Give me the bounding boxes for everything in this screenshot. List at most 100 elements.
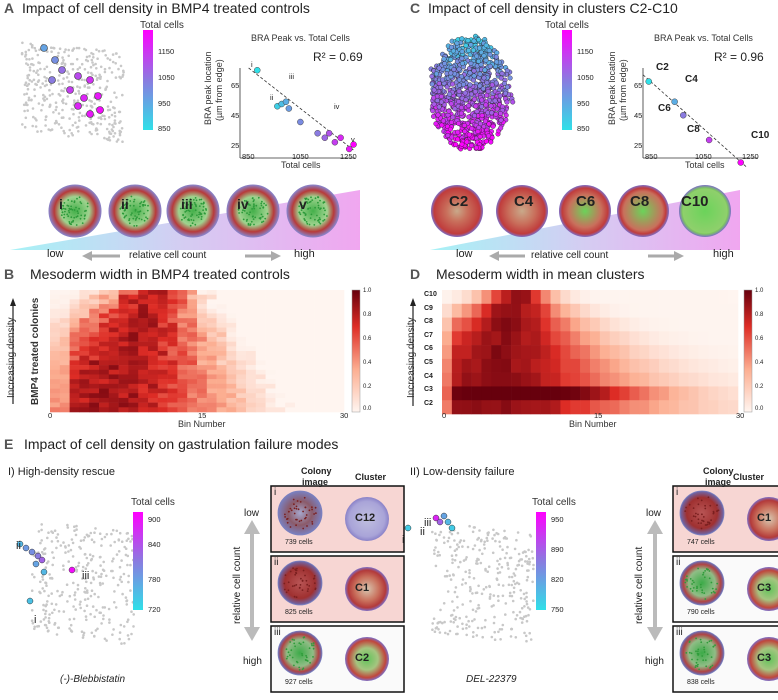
panel-b-ctick: 0.2	[363, 384, 372, 390]
tsne-point	[512, 572, 516, 575]
tsne-point	[55, 121, 58, 124]
tsne-point	[431, 530, 434, 534]
tsne-point	[23, 93, 26, 96]
heatmap-cell	[206, 402, 217, 408]
tsne-point	[523, 615, 526, 618]
heatmap-cell	[187, 332, 198, 338]
tsne-point	[99, 575, 103, 579]
heatmap-cell	[236, 308, 247, 314]
tsne-point	[103, 637, 107, 641]
tsne-point	[62, 58, 65, 62]
tsne-point	[116, 583, 120, 587]
tsne-point	[451, 67, 457, 73]
heatmap-cell	[275, 383, 286, 389]
heatmap-cell	[69, 388, 80, 394]
heatmap-cell	[295, 332, 306, 338]
heatmap-cell	[481, 303, 492, 318]
heatmap-cell	[99, 294, 110, 300]
heatmap-cell	[69, 327, 80, 333]
colony-speckle	[138, 217, 141, 220]
panel-b-xlabel: Bin Number	[178, 419, 226, 429]
heatmap-cell	[295, 327, 306, 333]
heatmap-cell	[324, 327, 335, 333]
colony-image	[286, 184, 340, 238]
heatmap-cell	[560, 372, 571, 387]
colony-speckle	[306, 590, 309, 592]
heatmap-cell	[451, 317, 463, 332]
heatmap-cell	[226, 336, 237, 342]
tsne-point	[493, 80, 499, 86]
colony-speckle	[134, 215, 137, 217]
colony-speckle	[314, 197, 317, 200]
e1-col1: Colony	[301, 466, 332, 476]
heatmap-cell	[108, 351, 119, 356]
heatmap-cell	[649, 303, 660, 318]
colony-speckle	[78, 196, 81, 199]
colony-speckle	[688, 641, 691, 643]
tsne-point	[85, 55, 89, 59]
heatmap-cell	[79, 346, 90, 352]
heatmap-cell	[295, 341, 306, 347]
tsne-point	[468, 575, 471, 579]
colony-speckle	[314, 206, 316, 209]
heatmap-cell	[324, 318, 335, 324]
tsne-point	[72, 112, 75, 116]
colony-speckle	[70, 216, 73, 219]
heatmap-cell	[206, 336, 217, 342]
colony-speckle	[291, 585, 294, 588]
tsne-point	[497, 93, 503, 99]
heatmap-cell	[50, 294, 61, 300]
tsne-point	[514, 636, 518, 639]
tsne-point	[44, 609, 48, 613]
heatmap-cell	[511, 345, 522, 360]
tsne-point	[75, 528, 78, 531]
colony-speckle	[701, 513, 703, 516]
heatmap-cell	[530, 317, 541, 332]
colony-speckle	[318, 217, 321, 219]
colony-speckle	[685, 652, 688, 654]
heatmap-cell	[324, 304, 335, 310]
heatmap-cell	[206, 379, 217, 385]
tsne-point	[456, 66, 462, 72]
tsne-point	[69, 623, 73, 627]
panel-b-xtick: 15	[198, 411, 207, 420]
heatmap-cell	[128, 383, 139, 389]
colony-speckle	[291, 638, 294, 641]
tsne-point	[448, 70, 454, 76]
scatter-point	[321, 134, 329, 141]
heatmap-cell	[285, 299, 296, 305]
tsne-point	[436, 554, 439, 557]
heatmap-cell	[334, 388, 345, 394]
highlighted-colony-point	[28, 548, 36, 556]
colony-speckle	[73, 216, 76, 219]
heatmap-cell	[99, 336, 110, 342]
tsne-point	[84, 124, 88, 127]
colony-speckle	[292, 567, 294, 570]
heatmap-cell	[59, 355, 70, 361]
heatmap-cell	[324, 336, 335, 342]
highlighted-colony-point	[432, 514, 440, 522]
tsne-point	[491, 551, 495, 555]
tsne-point	[462, 90, 468, 96]
tsne-point	[510, 594, 514, 598]
highlighted-colony-point	[74, 102, 82, 110]
heatmap-cell	[728, 386, 739, 401]
tsne-point	[130, 534, 134, 538]
tsne-point	[103, 136, 106, 140]
heatmap-cell	[236, 397, 247, 403]
heatmap-cell	[728, 303, 739, 318]
heatmap-cell	[265, 304, 276, 310]
heatmap-cell	[79, 369, 90, 375]
heatmap-cell	[118, 351, 129, 356]
tsne-point	[471, 68, 477, 74]
colony-speckle	[75, 216, 78, 218]
tsne-point	[472, 526, 476, 529]
tsne-point	[98, 99, 101, 102]
heatmap-cell	[177, 369, 188, 375]
tsne-point	[113, 132, 117, 135]
heatmap-cell	[148, 294, 159, 300]
colony-speckle	[128, 222, 131, 225]
heatmap-cell	[481, 372, 492, 387]
heatmap-cell	[118, 383, 129, 389]
tsne-point	[32, 78, 36, 82]
